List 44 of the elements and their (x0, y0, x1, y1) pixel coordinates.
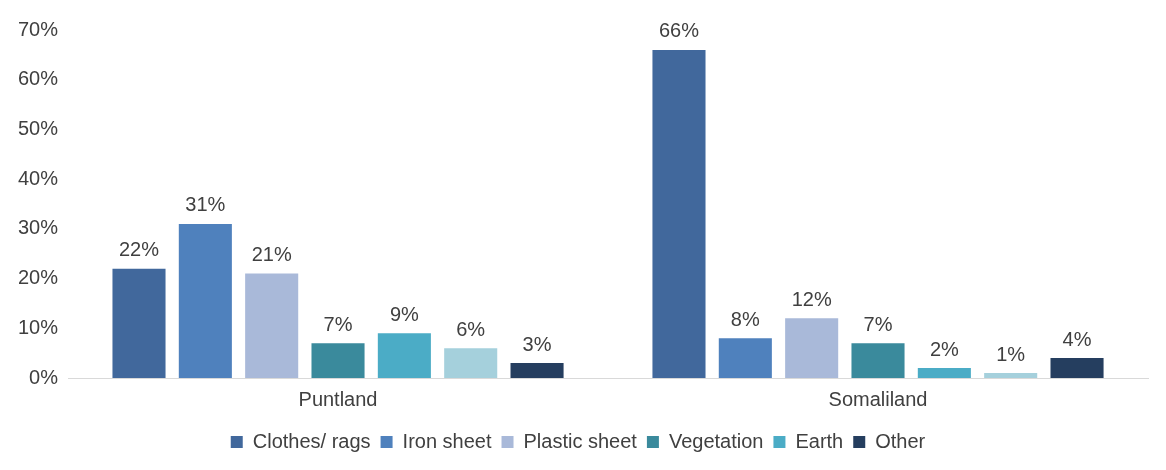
y-tick-label: 50% (18, 116, 59, 139)
bar (984, 373, 1038, 378)
data-label: 4% (1062, 327, 1092, 350)
legend-label: Clothes/ rags (252, 429, 371, 452)
bar (851, 343, 905, 378)
bar (785, 318, 839, 378)
data-label: 22% (118, 238, 160, 261)
bar (178, 223, 232, 378)
legend-label: Vegetation (668, 429, 764, 452)
y-tick-label: 20% (18, 266, 59, 289)
legend-label: Other (875, 429, 926, 452)
data-label: 3% (522, 332, 552, 355)
data-label: 31% (185, 193, 226, 216)
y-tick-label: 40% (18, 166, 59, 189)
legend-label: Earth (795, 429, 844, 452)
data-label: 21% (251, 243, 292, 266)
data-label: 1% (996, 342, 1026, 365)
bar (510, 363, 564, 378)
bar (917, 368, 971, 378)
data-label: 2% (929, 337, 960, 360)
data-label: 9% (389, 302, 420, 325)
y-tick-label: 60% (18, 67, 59, 90)
data-label: 66% (658, 19, 700, 42)
bar (444, 348, 498, 378)
data-label: 8% (730, 307, 760, 330)
bar (112, 268, 166, 378)
y-tick-label: 70% (18, 17, 59, 40)
bar (377, 333, 431, 378)
x-tick-label: Puntland (298, 387, 378, 410)
bar (1050, 358, 1104, 378)
bar (718, 338, 772, 378)
legend-label: Iron sheet (402, 429, 492, 452)
y-tick-label: 0% (29, 365, 59, 388)
bar (652, 49, 706, 378)
bar (311, 343, 365, 378)
y-tick-label: 30% (18, 216, 59, 239)
x-tick-label: Somaliland (828, 387, 928, 410)
data-label: 6% (456, 317, 486, 340)
y-tick-label: 10% (18, 315, 59, 338)
data-label: 7% (863, 312, 893, 335)
bar (245, 273, 299, 378)
legend-label: Plastic sheet (523, 429, 638, 452)
data-label: 7% (323, 312, 353, 335)
data-label: 12% (791, 287, 832, 310)
